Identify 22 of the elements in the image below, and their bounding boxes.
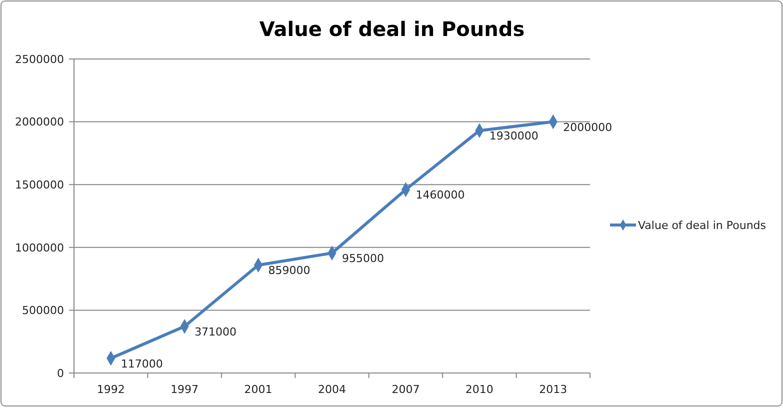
data-label: 2000000 xyxy=(563,120,612,134)
data-label: 117000 xyxy=(120,357,163,370)
data-label: 371000 xyxy=(194,325,237,338)
y-tick-label: 2000000 xyxy=(15,116,64,129)
data-label: 1930000 xyxy=(489,130,538,143)
x-tick-label: 1992 xyxy=(96,383,125,396)
legend-label: Value of deal in Pounds xyxy=(638,218,766,232)
chart-title: Value of deal in Pounds xyxy=(259,17,525,41)
x-tick-label: 2010 xyxy=(465,383,494,396)
y-tick-label: 0 xyxy=(57,366,64,380)
y-tick-label: 500000 xyxy=(22,304,64,318)
x-tick-label: 2001 xyxy=(244,383,272,396)
data-label: 859000 xyxy=(268,264,310,278)
y-tick-label: 2500000 xyxy=(15,52,64,66)
x-tick-label: 2007 xyxy=(392,383,420,396)
data-label: 1460000 xyxy=(416,188,465,202)
y-tick-label: 1500000 xyxy=(15,178,64,192)
x-tick-label: 1997 xyxy=(170,383,199,396)
x-tick-label: 2004 xyxy=(318,383,346,396)
x-tick-label: 2013 xyxy=(539,383,568,396)
y-tick-label: 1000000 xyxy=(15,241,64,254)
data-label: 955000 xyxy=(342,252,384,266)
